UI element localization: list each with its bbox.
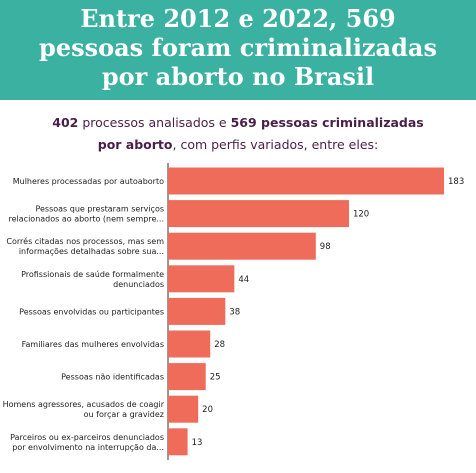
category-label-8: Parceiros ou ex-parceiros denunciados por… — [10, 433, 164, 452]
header-banner — [0, 0, 476, 100]
subtitle-text-2: , com perfis variados, entre eles: — [172, 137, 379, 152]
category-label-line: informações detalhadas sobre sua... — [19, 247, 164, 256]
subtitle: 402 processos analisados e 569 pessoas c… — [0, 112, 476, 156]
bar-6 — [168, 363, 206, 391]
category-label-line: Pessoas que prestaram serviços — [35, 205, 164, 214]
category-label-line: Familiares das mulheres envolvidas — [22, 340, 164, 349]
subtitle-line-2: por aborto, com perfis variados, entre e… — [0, 134, 476, 156]
value-label-3: 44 — [238, 275, 249, 285]
category-label-line: denunciados — [113, 280, 164, 289]
category-label-6: Pessoas não identificadas — [61, 373, 164, 382]
category-label-line: Pessoas não identificadas — [61, 373, 164, 382]
category-label-line: ou forçar a gravidez — [84, 410, 164, 419]
page-title: Entre 2012 e 2022, 569 pessoas foram cri… — [0, 4, 476, 91]
value-label-8: 13 — [192, 438, 203, 448]
category-label-line: Parceiros ou ex-parceiros denunciados — [10, 433, 164, 442]
bar-8 — [168, 428, 188, 456]
bar-0 — [168, 167, 444, 195]
title-line-2: pessoas foram criminalizadas — [39, 33, 437, 62]
pessoas-count: 569 pessoas criminalizadas — [230, 115, 424, 130]
value-label-5: 28 — [214, 340, 225, 350]
subtitle-line-1: 402 processos analisados e 569 pessoas c… — [0, 112, 476, 134]
category-label-0: Mulheres processadas por autoaborto — [13, 177, 164, 186]
title-line-3: por aborto no Brasil — [101, 62, 375, 91]
category-label-2: Corrés citadas nos processos, mas sem inf… — [6, 236, 164, 256]
category-label-3: Profissionais de saúde formalmente denunc… — [21, 270, 164, 289]
value-label-4: 38 — [229, 307, 240, 317]
value-label-7: 20 — [202, 405, 213, 415]
category-label-line: Mulheres processadas por autoaborto — [13, 177, 164, 186]
subtitle-bold-2: por aborto — [97, 137, 173, 152]
value-label-6: 25 — [210, 373, 221, 383]
processos-count: 402 — [52, 115, 79, 130]
category-label-7: Homens agressores, acusados de coagir ou … — [3, 400, 165, 419]
category-label-line: Corrés citadas nos processos, mas sem — [6, 236, 164, 246]
category-label-1: Pessoas que prestaram serviços relacionad… — [9, 205, 164, 224]
value-label-2: 98 — [320, 242, 331, 252]
bar-5 — [168, 330, 211, 358]
title-line-1: Entre 2012 e 2022, 569 — [80, 4, 396, 33]
category-label-line: por envolvimento na interrupção da... — [12, 443, 164, 452]
bar-2 — [168, 232, 316, 260]
bar-1 — [168, 200, 349, 228]
subtitle-text-1: processos analisados e — [78, 115, 231, 130]
bar-7 — [168, 395, 199, 423]
bar-3 — [168, 265, 235, 293]
category-label-line: Profissionais de saúde formalmente — [21, 270, 164, 279]
category-label-line: Homens agressores, acusados de coagir — [3, 400, 165, 409]
bar-4 — [168, 297, 226, 325]
category-label-5: Familiares das mulheres envolvidas — [22, 340, 164, 349]
category-label-line: Pessoas envolvidas ou participantes — [19, 307, 164, 316]
category-label-4: Pessoas envolvidas ou participantes — [19, 307, 164, 316]
value-label-0: 183 — [448, 177, 464, 187]
value-label-1: 120 — [353, 210, 369, 220]
category-label-line: relacionados ao aborto (nem sempre... — [9, 215, 164, 224]
